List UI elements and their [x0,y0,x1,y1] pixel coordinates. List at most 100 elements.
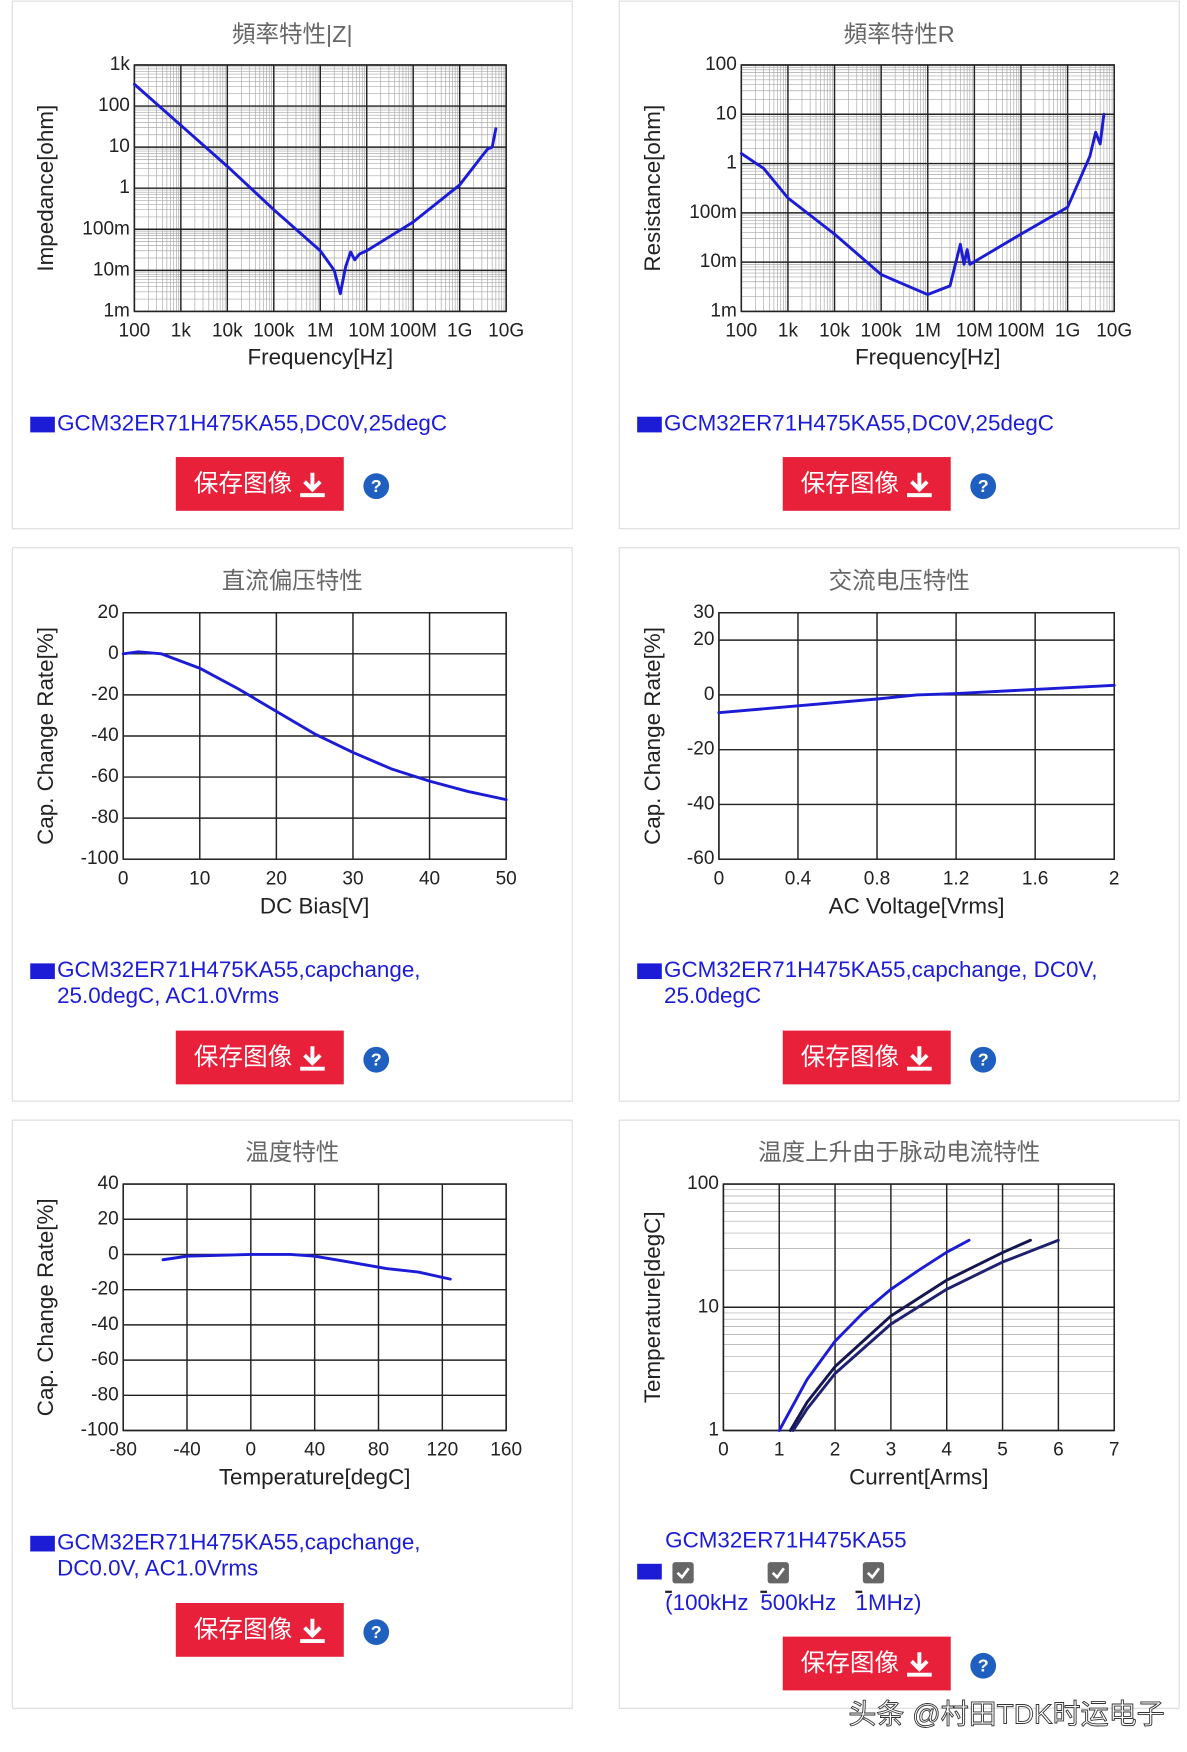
x-tick-label: 1k [778,321,799,342]
plot-area [718,612,1115,860]
y-tick-label: -40 [91,725,119,746]
x-tick-label: 100 [725,321,757,342]
x-tick-label: 1G [447,321,472,342]
y-tick-label: 100 [705,54,737,75]
x-tick-label: -40 [173,1440,201,1461]
y-tick-label: 1k [110,54,131,75]
save-button-label[interactable]: 保存图像 [801,1649,899,1677]
x-tick-label: 0 [118,868,129,889]
x-tick-label: 30 [342,868,363,889]
x-tick-label: 40 [419,868,440,889]
legend-checkbox[interactable] [767,1562,789,1584]
y-axis-label: Cap. Change Rate[%] [640,627,665,845]
help-icon[interactable] [363,1046,390,1073]
y-tick-label: -100 [81,1420,119,1441]
help-icon-text[interactable]: ? [978,476,989,496]
help-icon-text[interactable]: ? [371,1622,382,1642]
x-tick-label: 5 [997,1440,1008,1461]
x-tick-label: 10G [1096,321,1132,342]
y-tick-label: -60 [91,766,119,787]
x-tick-label: 1G [1055,321,1080,342]
help-icon-text[interactable]: ? [978,1050,989,1070]
y-tick-label: -20 [687,739,715,760]
help-icon-text[interactable]: ? [371,1050,382,1070]
save-button-label[interactable]: 保存图像 [194,470,292,498]
save-button[interactable]: 保存图像 [175,1603,344,1657]
y-tick-label: 1 [708,1420,719,1441]
x-tick-label: 100k [861,321,903,342]
y-tick-label: 20 [693,629,714,650]
y-tick-label: 1m [710,300,736,321]
legend-swatch [30,963,55,980]
download-icon [907,1652,932,1677]
x-tick-label: 100 [118,321,150,342]
help-icon[interactable] [970,473,997,500]
legend-label: (100kHz [665,1590,748,1615]
chart-title: 交流电压特性 [829,568,970,594]
legend-title: GCM32ER71H475KA55 [665,1527,906,1552]
y-tick-label: -20 [91,684,119,705]
x-tick-label: 7 [1109,1440,1120,1461]
help-icon[interactable] [363,1619,390,1646]
legend-label: GCM32ER71H475KA55,DC0V,25degC [664,410,1054,435]
x-tick-label: 1k [171,321,192,342]
help-icon[interactable] [363,473,390,500]
y-tick-label: -100 [81,848,119,869]
help-icon-text[interactable]: ? [371,476,382,496]
save-button[interactable]: 保存图像 [782,1030,951,1085]
series-line [777,1238,971,1432]
x-axis-label: DC Bias[V] [260,893,369,918]
legend-checkbox[interactable] [862,1562,885,1584]
y-tick-label: 30 [693,602,714,623]
x-axis-label: Frequency[Hz] [247,344,393,369]
y-tick-label: 1 [726,153,737,174]
x-tick-label: 10k [212,321,243,342]
x-tick-label: 1M [915,321,941,342]
save-button[interactable]: 保存图像 [175,1030,344,1085]
plot-frame [718,612,1115,860]
save-button[interactable]: 保存图像 [175,457,344,511]
y-tick-label: -40 [687,793,715,814]
legend-label: 500kHz [760,1590,836,1615]
chart-title: 直流偏压特性 [222,568,363,594]
legend-swatch [637,1563,662,1580]
x-tick-label: 50 [496,868,517,889]
legend-checkbox[interactable] [672,1562,694,1584]
x-axis-label: AC Voltage[Vrms] [829,893,1005,918]
y-tick-label: 20 [98,1208,119,1229]
save-button-label[interactable]: 保存图像 [194,1043,292,1071]
legend-swatch [30,416,55,433]
x-tick-label: 2 [830,1440,841,1461]
x-tick-label: 1M [307,321,333,342]
save-button-label[interactable]: 保存图像 [801,470,899,498]
x-tick-label: 10G [488,321,524,342]
chart-title: 頻率特性|Z| [232,21,353,47]
x-tick-label: 120 [426,1440,458,1461]
y-axis-label: Cap. Change Rate[%] [33,627,58,845]
x-tick-label: 3 [886,1440,897,1461]
x-axis-label: Current[Arms] [849,1465,988,1490]
checkmark [771,1567,785,1580]
x-axis-label: Temperature[degC] [219,1465,411,1490]
plot-frame [133,64,507,313]
help-icon[interactable] [970,1652,997,1679]
series-line [791,1238,1060,1432]
help-icon[interactable] [970,1046,997,1073]
y-tick-label: -20 [91,1279,119,1300]
y-tick-label: 0 [108,1243,119,1264]
chart-title: 温度上升由于脉动电流特性 [758,1139,1040,1165]
save-button-label[interactable]: 保存图像 [801,1043,899,1071]
y-tick-label: 10 [716,103,737,124]
y-tick-label: -60 [687,848,715,869]
y-tick-label: 20 [98,602,119,623]
y-tick-label: 100m [689,202,737,223]
y-tick-label: 40 [98,1173,119,1194]
save-button[interactable]: 保存图像 [782,457,951,511]
x-tick-label: 10M [348,321,385,342]
save-button[interactable]: 保存图像 [782,1636,951,1691]
checkmark [676,1567,690,1580]
save-button-label[interactable]: 保存图像 [194,1616,292,1644]
legend-label: GCM32ER71H475KA55,capchange, DC0.0V, AC1.… [57,1530,420,1581]
help-icon-text[interactable]: ? [978,1656,989,1676]
